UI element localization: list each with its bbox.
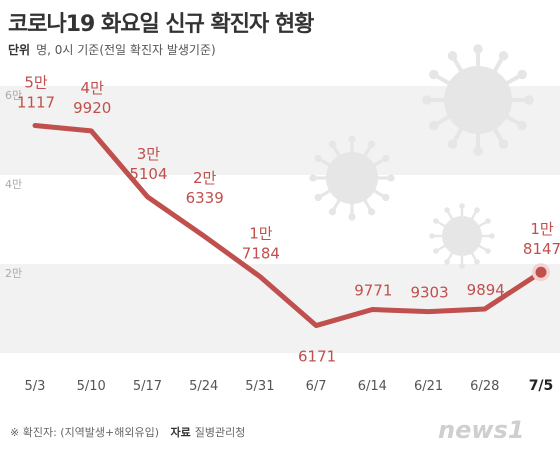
data-label: 6171 [298, 348, 336, 366]
news1-logo-icon: news1 [438, 416, 525, 444]
footer: ※ 확진자: (지역발생+해외유입) 자료 질병관리청 [10, 424, 245, 440]
data-label: 4만 [81, 79, 105, 97]
x-tick-label: 6/28 [470, 379, 499, 394]
x-tick-label: 5/10 [77, 379, 106, 394]
data-label: 3만 [137, 145, 161, 163]
x-tick-label: 7/5 [529, 378, 554, 394]
data-label: 8147 [523, 240, 560, 258]
x-tick-label: 5/3 [25, 379, 46, 394]
unit-note: 단위 명, 0시 기준(전일 확진자 발생기준) [8, 41, 216, 58]
unit-text: 명, 0시 기준(전일 확진자 발생기준) [36, 43, 216, 57]
source-text: 질병관리청 [194, 426, 246, 439]
x-tick-label: 5/31 [245, 379, 274, 394]
source-label: 자료 [170, 426, 191, 439]
data-label: 2만 [193, 169, 217, 187]
logo-text: news1 [438, 416, 525, 444]
x-tick-label: 6/7 [306, 379, 327, 394]
virus-icon [429, 203, 495, 269]
data-label: 5만 [24, 74, 48, 92]
data-label: 7184 [242, 245, 280, 263]
virus-icon [422, 44, 534, 156]
x-tick-label: 5/24 [189, 379, 218, 394]
data-label: 9920 [73, 99, 111, 117]
last-point-marker [535, 266, 547, 278]
footnote: ※ 확진자: (지역발생+해외유입) [10, 426, 160, 439]
y-tick-label: 4만 [5, 178, 22, 191]
data-label: 9771 [354, 282, 392, 300]
x-tick-label: 5/17 [133, 379, 162, 394]
data-label: 9894 [467, 281, 505, 299]
x-tick-label: 6/14 [358, 379, 387, 394]
unit-label: 단위 [8, 43, 31, 57]
series-line [32, 123, 544, 329]
y-tick-label: 6만 [5, 89, 22, 102]
data-label: 9303 [410, 284, 448, 302]
x-tick-label: 6/21 [414, 379, 443, 394]
page-title: 코로나19 화요일 신규 확진자 현황 [8, 12, 314, 37]
data-label: 1117 [17, 94, 55, 112]
y-tick-label: 2만 [5, 267, 22, 280]
data-label: 1만 [249, 225, 273, 243]
virus-icon [309, 135, 395, 221]
data-label: 5104 [129, 165, 167, 183]
data-label: 6339 [186, 189, 224, 207]
data-label: 1만 [530, 220, 554, 238]
